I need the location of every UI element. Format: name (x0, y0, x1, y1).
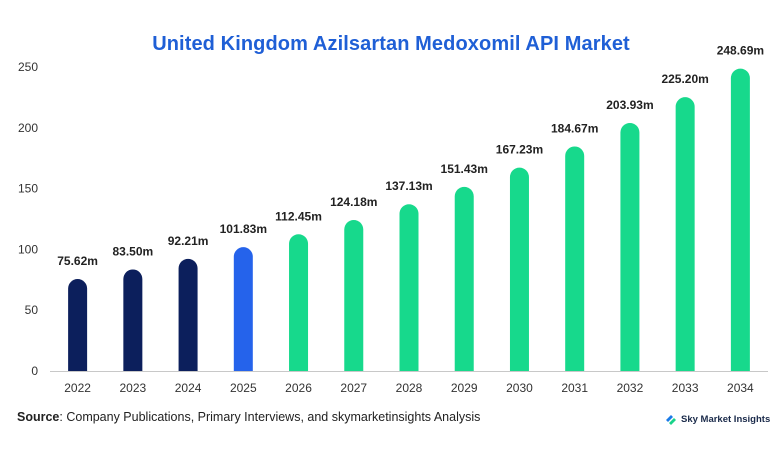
source-note: Source: Company Publications, Primary In… (17, 410, 480, 424)
value-label-2024: 92.21m (168, 234, 209, 248)
x-tick-label-2032: 2032 (617, 381, 644, 395)
bar-2025 (233, 247, 253, 371)
bar-2026 (289, 234, 309, 371)
bar-2032 (620, 123, 640, 371)
y-axis-ticks: 0 50 100 150 200 250 (18, 60, 38, 378)
bar-2034 (730, 68, 750, 371)
value-label-2022: 75.62m (57, 254, 98, 268)
x-tick-label-2028: 2028 (396, 381, 423, 395)
source-key: Source (17, 410, 60, 424)
bar-2029 (454, 186, 474, 371)
x-tick-label-2026: 2026 (285, 381, 312, 395)
x-tick-label-2030: 2030 (506, 381, 533, 395)
bar-2023 (123, 269, 143, 371)
brand-name: Sky Market Insights (681, 413, 771, 425)
bars (68, 68, 750, 371)
bar-2027 (344, 219, 364, 371)
x-tick-label-2031: 2031 (561, 381, 588, 395)
x-tick-label-2023: 2023 (119, 381, 146, 395)
x-tick-label-2024: 2024 (175, 381, 202, 395)
bar-2024 (178, 258, 198, 371)
bar-2022 (68, 279, 88, 371)
value-labels: 75.62m 83.50m 92.21m 101.83m 112.45m 124.18m 1… (57, 44, 764, 268)
x-tick-label-2033: 2033 (672, 381, 699, 395)
value-label-2026: 112.45m (275, 209, 322, 223)
value-label-2025: 101.83m (220, 222, 267, 236)
value-label-2032: 203.93m (606, 98, 653, 112)
y-tick-label: 250 (18, 60, 38, 74)
y-tick-label: 100 (18, 242, 38, 256)
chart-title: United Kingdom Azilsartan Medoxomil API … (152, 33, 630, 55)
x-tick-label-2022: 2022 (64, 381, 91, 395)
value-label-2031: 184.67m (551, 121, 598, 135)
bar-2031 (565, 146, 585, 371)
brand-logo-icon (666, 415, 676, 425)
value-label-2027: 124.18m (330, 195, 377, 209)
bar-2030 (509, 167, 529, 371)
value-label-2034: 248.69m (717, 44, 764, 58)
y-tick-label: 200 (18, 121, 38, 135)
y-tick-label: 50 (25, 303, 39, 317)
x-axis-ticks: 2022 2023 2024 2025 2026 2027 2028 2029 2030 2031… (64, 381, 754, 395)
x-tick-label-2034: 2034 (727, 381, 754, 395)
source-text: : Company Publications, Primary Intervie… (59, 410, 481, 424)
value-label-2028: 137.13m (385, 179, 432, 193)
x-tick-label-2027: 2027 (340, 381, 367, 395)
x-tick-label-2025: 2025 (230, 381, 257, 395)
value-label-2033: 225.20m (661, 72, 708, 86)
value-label-2030: 167.23m (496, 143, 543, 157)
y-tick-label: 150 (18, 182, 38, 196)
value-label-2023: 83.50m (112, 244, 153, 258)
bar-2028 (399, 204, 419, 371)
value-label-2029: 151.43m (441, 162, 488, 176)
brand-logo: Sky Market Insights (665, 413, 770, 425)
y-tick-label: 0 (31, 364, 38, 378)
bar-2033 (675, 97, 695, 371)
x-tick-label-2029: 2029 (451, 381, 478, 395)
